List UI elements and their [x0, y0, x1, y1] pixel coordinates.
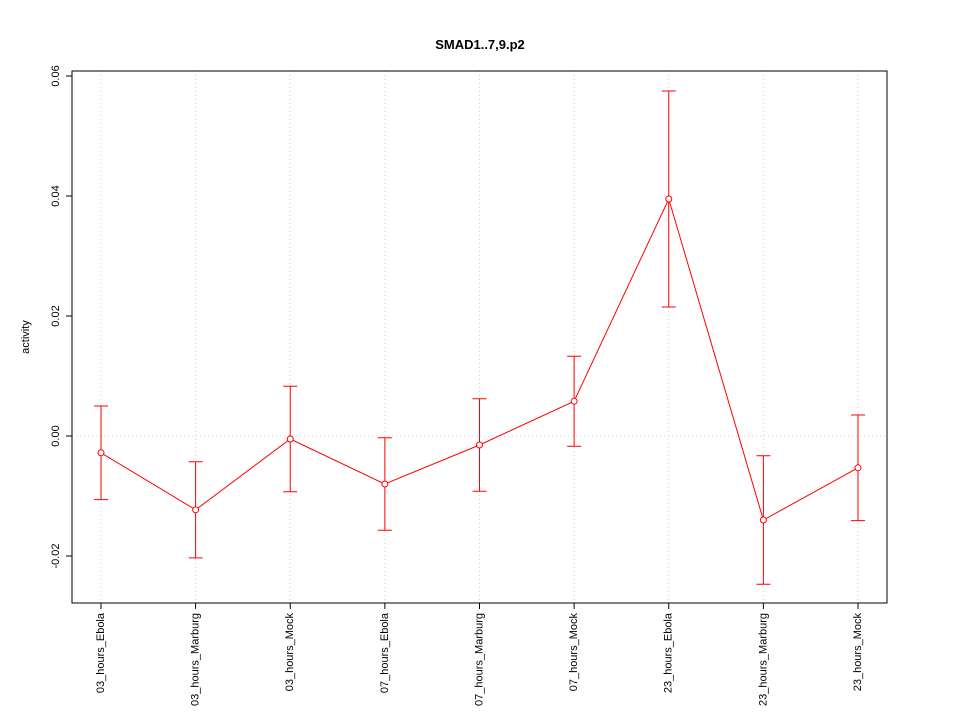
y-tick-label: -0.02 [50, 543, 62, 568]
x-tick-label: 07_hours_Mock [568, 613, 580, 692]
x-tick-label: 23_hours_Ebola [663, 612, 675, 693]
x-tick-label: 03_hours_Mock [284, 613, 296, 692]
chart-title: SMAD1..7,9.p2 [435, 37, 525, 52]
data-point [854, 464, 862, 472]
data-point [97, 449, 105, 457]
y-tick-label: 0.06 [50, 65, 62, 86]
data-point [665, 195, 673, 203]
data-point [759, 516, 767, 524]
data-point [476, 441, 483, 449]
y-tick-label: 0.00 [50, 425, 62, 446]
x-tick-label: 23_hours_Mock [852, 613, 864, 692]
x-tick-label: 07_hours_Marburg [473, 613, 485, 706]
data-point [286, 435, 294, 443]
x-tick-label: 23_hours_Marburg [757, 613, 769, 706]
x-tick-label: 07_hours_Ebola [379, 612, 391, 693]
data-point [570, 397, 578, 405]
y-tick-label: 0.04 [50, 185, 62, 206]
y-tick-label: 0.02 [50, 305, 62, 326]
data-point [381, 480, 389, 488]
x-tick-label: 03_hours_Marburg [190, 613, 202, 706]
data-point [192, 506, 200, 514]
y-axis-label: activity [20, 320, 32, 354]
x-tick-label: 03_hours_Ebola [95, 612, 107, 693]
